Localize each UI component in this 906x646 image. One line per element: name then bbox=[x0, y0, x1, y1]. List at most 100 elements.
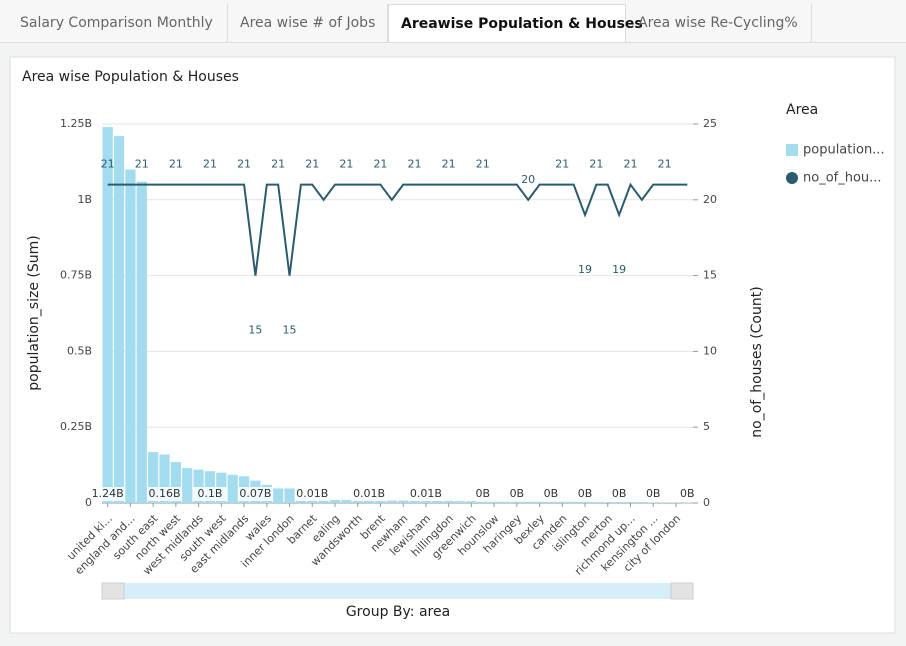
bar bbox=[307, 499, 318, 503]
label-bg bbox=[408, 487, 443, 501]
bar bbox=[477, 501, 488, 503]
data-label: 21 bbox=[476, 158, 490, 171]
data-label: 21 bbox=[442, 158, 456, 171]
line bbox=[107, 182, 688, 276]
bar bbox=[636, 502, 647, 503]
y-tick-label: 0.25B bbox=[60, 420, 92, 433]
tab[interactable]: Areawise Population & Houses bbox=[388, 4, 643, 42]
data-label: 21 bbox=[658, 158, 672, 171]
data-label: 21 bbox=[373, 158, 387, 171]
y2-tick-label: 15 bbox=[703, 269, 717, 282]
bar bbox=[500, 501, 511, 503]
bar bbox=[591, 502, 602, 503]
label-bg bbox=[636, 487, 671, 501]
label-bg bbox=[147, 487, 182, 501]
bar bbox=[557, 501, 568, 503]
tab[interactable]: Salary Comparison Monthly bbox=[8, 4, 228, 42]
data-label: 0B bbox=[680, 487, 695, 500]
y2-tick-label: 25 bbox=[703, 117, 717, 130]
bar bbox=[420, 500, 432, 503]
legend-swatch bbox=[786, 172, 798, 184]
legend-label: no_of_hou... bbox=[803, 171, 882, 186]
label-bg bbox=[602, 487, 637, 501]
data-label: 0B bbox=[646, 487, 661, 500]
y2-tick-label: 5 bbox=[703, 420, 710, 433]
bar bbox=[398, 500, 409, 503]
bar bbox=[136, 181, 147, 503]
data-label: 0B bbox=[578, 487, 593, 500]
x-axis-title: Group By: area bbox=[346, 604, 450, 620]
bar bbox=[614, 502, 625, 503]
bar bbox=[329, 499, 341, 503]
bar bbox=[659, 502, 670, 503]
bar bbox=[318, 499, 329, 503]
bar bbox=[568, 501, 579, 503]
bar bbox=[648, 502, 659, 503]
y2-axis-title: no_of_houses (Count) bbox=[749, 286, 765, 437]
data-label: 19 bbox=[612, 263, 626, 276]
label-bg bbox=[533, 487, 568, 501]
y-axis-title: population_size (Sum) bbox=[26, 235, 42, 390]
bar bbox=[488, 501, 500, 503]
bar bbox=[534, 501, 545, 503]
bar bbox=[148, 452, 159, 503]
bar bbox=[670, 502, 682, 503]
label-bg bbox=[192, 487, 227, 501]
data-label: 0.07B bbox=[239, 487, 271, 500]
y2-tick-label: 10 bbox=[703, 344, 717, 357]
y-tick-label: 1.25B bbox=[60, 117, 92, 130]
bar bbox=[375, 500, 386, 503]
bar bbox=[432, 500, 443, 503]
data-label: 15 bbox=[248, 324, 262, 337]
bar bbox=[182, 468, 193, 503]
data-label: 21 bbox=[589, 158, 603, 171]
bar bbox=[386, 500, 397, 503]
y2-tick-label: 20 bbox=[703, 193, 717, 206]
label-bg bbox=[352, 487, 387, 501]
data-label: 21 bbox=[135, 158, 149, 171]
data-label: 21 bbox=[169, 158, 183, 171]
data-label: 21 bbox=[101, 158, 115, 171]
bar bbox=[193, 469, 204, 503]
data-label: 20 bbox=[521, 173, 535, 186]
legend-label: population... bbox=[803, 143, 885, 158]
bar bbox=[443, 500, 454, 503]
data-label: 0.01B bbox=[410, 487, 442, 500]
data-label: 1.24B bbox=[92, 487, 124, 500]
y-tick-label: 0 bbox=[85, 496, 92, 509]
y-tick-label: 0.75B bbox=[60, 269, 92, 282]
data-label: 21 bbox=[271, 158, 285, 171]
data-label: 21 bbox=[408, 158, 422, 171]
y2-tick-label: 0 bbox=[703, 496, 710, 509]
bar bbox=[511, 501, 522, 503]
data-label: 0B bbox=[475, 487, 490, 500]
data-label: 15 bbox=[283, 324, 297, 337]
bar bbox=[409, 500, 420, 503]
scroll-handle[interactable] bbox=[670, 582, 694, 600]
bar bbox=[579, 501, 591, 503]
bar bbox=[352, 500, 363, 503]
label-bg bbox=[499, 487, 534, 501]
y-tick-label: 1B bbox=[77, 193, 92, 206]
tab-bar: Salary Comparison Monthly Area wise # of … bbox=[0, 0, 906, 43]
label-bg bbox=[295, 487, 330, 501]
bar bbox=[273, 488, 284, 503]
tab[interactable]: Area wise # of Jobs bbox=[228, 4, 388, 42]
panel bbox=[9, 56, 896, 634]
data-label: 0.01B bbox=[296, 487, 328, 500]
data-label: 0.1B bbox=[197, 487, 222, 500]
scrollbar[interactable] bbox=[102, 583, 693, 599]
label-bg bbox=[90, 487, 125, 501]
bar bbox=[466, 501, 477, 503]
bar bbox=[602, 502, 613, 503]
legend-swatch bbox=[786, 144, 798, 156]
scroll-handle[interactable] bbox=[101, 582, 125, 600]
bar bbox=[682, 502, 693, 504]
tab[interactable]: Area wise Re-Cycling% bbox=[626, 4, 812, 42]
data-label: 0B bbox=[510, 487, 525, 500]
data-label: 21 bbox=[305, 158, 319, 171]
data-label: 0.16B bbox=[148, 487, 180, 500]
bar bbox=[341, 499, 352, 503]
data-label: 21 bbox=[339, 158, 353, 171]
